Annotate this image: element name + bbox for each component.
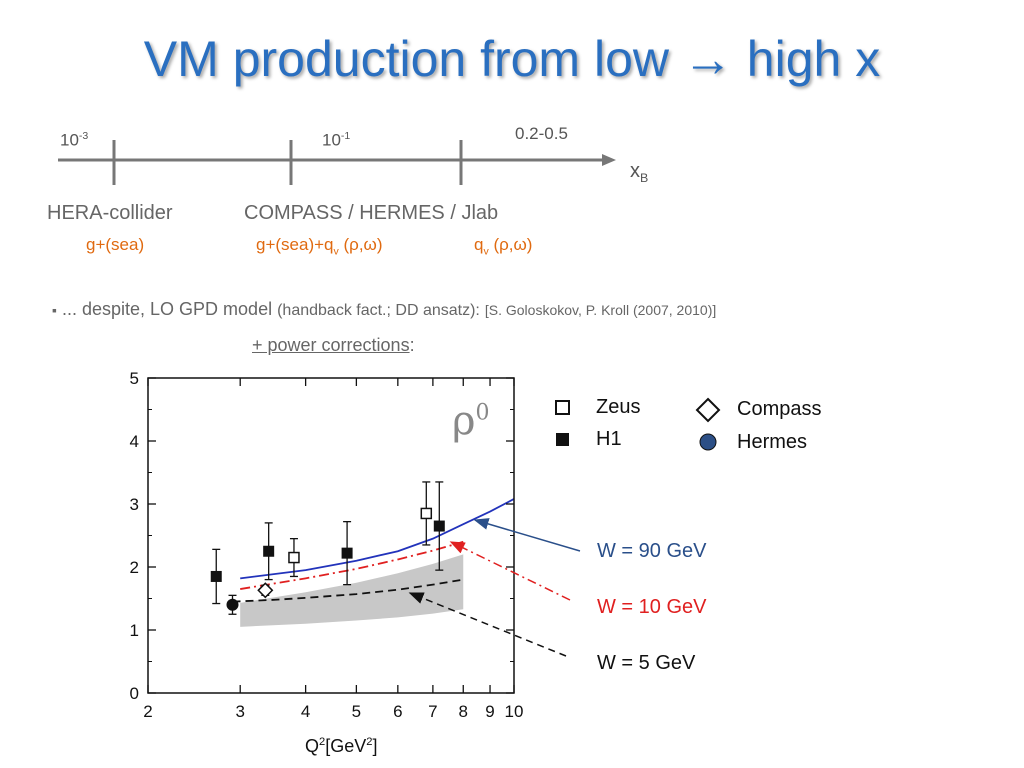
y-tick-label: 5 bbox=[130, 369, 139, 388]
xb-tick-label-3: 0.2-0.5 bbox=[515, 124, 568, 143]
curve-0 bbox=[240, 498, 515, 580]
facility-compass: COMPASS / HERMES / Jlab bbox=[244, 202, 499, 224]
x-tick-label: 3 bbox=[235, 702, 244, 721]
label-w10: W = 10 GeV bbox=[597, 596, 707, 618]
xb-scale-arrow bbox=[602, 154, 616, 166]
x-axis-title: Q2[GeV2] bbox=[305, 736, 378, 756]
marker bbox=[433, 520, 445, 532]
marker bbox=[210, 570, 222, 582]
y-tick-label: 2 bbox=[130, 558, 139, 577]
x-tick-label: 7 bbox=[428, 702, 437, 721]
bullet-paren: (handback fact.; DD ansatz): bbox=[277, 302, 480, 319]
arrow-w90 bbox=[473, 518, 581, 552]
data-point-hermes bbox=[226, 594, 239, 615]
legend-zeus: Zeus bbox=[596, 396, 641, 418]
legend-hermes-marker bbox=[699, 433, 717, 451]
xb-tick-label-1: 10-3 bbox=[60, 130, 89, 150]
xb-axis-label: xB bbox=[630, 160, 649, 185]
label-w5: W = 5 GeV bbox=[597, 652, 696, 674]
process-hera: g+(sea) bbox=[86, 235, 145, 254]
legend-hermes: Hermes bbox=[737, 431, 808, 453]
x-tick-label: 8 bbox=[459, 702, 468, 721]
x-tick-label: 10 bbox=[505, 702, 524, 721]
power-corrections: + power corrections: bbox=[252, 335, 415, 355]
bullet-main: ... despite, LO GPD model bbox=[61, 299, 273, 319]
uncertainty-band bbox=[240, 554, 464, 627]
data-point-zeus bbox=[420, 481, 433, 546]
bullet-ref: [S. Goloskokov, P. Kroll (2007, 2010)] bbox=[484, 302, 717, 318]
arrow-w5 bbox=[408, 592, 567, 657]
data-point-h1 bbox=[263, 522, 275, 581]
legend-h1-marker bbox=[556, 433, 569, 446]
data-point-h1 bbox=[341, 520, 353, 586]
y-tick-label: 4 bbox=[130, 432, 139, 451]
x-tick-label: 9 bbox=[485, 702, 494, 721]
facility-hera: HERA-collider bbox=[47, 202, 173, 224]
legend-compass-marker bbox=[695, 397, 721, 423]
tick-labels: 2 3 4 5 6 7 8 9 10 0 1 2 3 4 5 bbox=[130, 369, 524, 721]
marker bbox=[257, 582, 274, 599]
process-compass: g+(sea)+qv (ρ,ω) bbox=[256, 235, 383, 258]
marker bbox=[420, 507, 433, 520]
legend-zeus-marker bbox=[555, 400, 570, 415]
data-points bbox=[210, 481, 445, 615]
x-tick-label: 5 bbox=[352, 702, 361, 721]
page-title: VM production from low → high x bbox=[143, 31, 881, 87]
bullet-text: ▪ ... despite, LO GPD model (handback fa… bbox=[52, 299, 716, 320]
y-tick-label: 1 bbox=[130, 621, 139, 640]
y-tick-label: 0 bbox=[130, 684, 139, 703]
band-area bbox=[240, 554, 464, 627]
x-tick-label: 2 bbox=[143, 702, 152, 721]
curve-2 bbox=[232, 578, 464, 603]
marker bbox=[341, 547, 353, 559]
marker bbox=[288, 551, 300, 564]
xb-tick-label-2: 10-1 bbox=[322, 130, 351, 150]
data-point-compass bbox=[257, 582, 274, 599]
data-point-zeus bbox=[288, 538, 300, 578]
x-tick-label: 4 bbox=[301, 702, 310, 721]
arrow-w10 bbox=[449, 541, 571, 601]
xb-scale bbox=[58, 140, 616, 185]
data-point-h1 bbox=[433, 481, 445, 571]
x-tick-label: 6 bbox=[393, 702, 402, 721]
panel-label: ρ0 bbox=[452, 398, 490, 444]
legend-h1: H1 bbox=[596, 428, 622, 450]
curve-1 bbox=[240, 540, 464, 590]
marker bbox=[226, 598, 239, 611]
label-w90: W = 90 GeV bbox=[597, 540, 707, 562]
process-jlab: qv (ρ,ω) bbox=[474, 235, 533, 258]
y-tick-label: 3 bbox=[130, 495, 139, 514]
model-curves bbox=[232, 498, 515, 603]
data-point-h1 bbox=[210, 548, 222, 605]
legend-compass: Compass bbox=[737, 398, 822, 420]
axis-ticks bbox=[147, 377, 515, 694]
marker bbox=[263, 545, 275, 557]
bullet-marker: ▪ bbox=[52, 302, 57, 318]
